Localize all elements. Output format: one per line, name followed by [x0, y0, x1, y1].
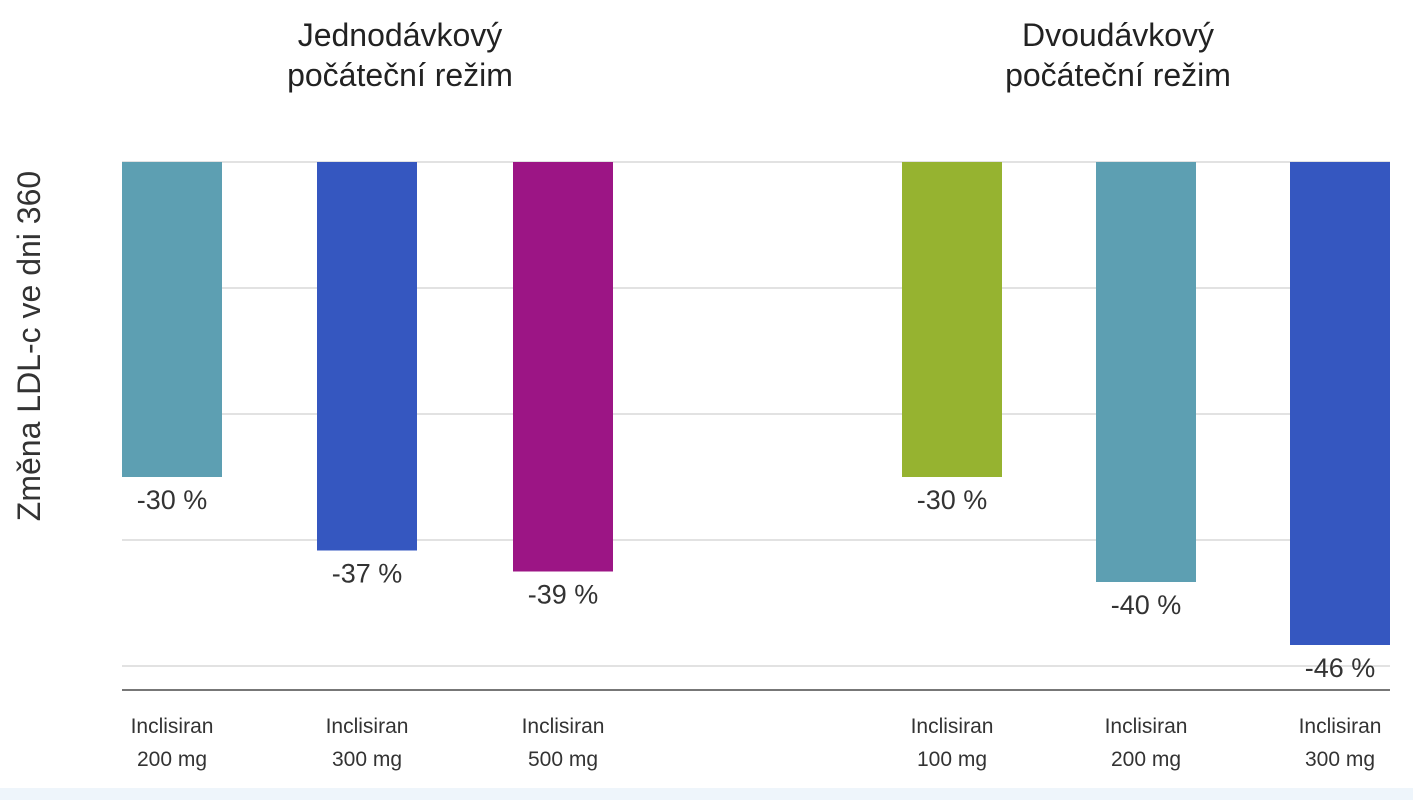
x-tick-label-line2: 500 mg — [528, 748, 598, 771]
bar — [122, 162, 222, 477]
grid-layer — [122, 161, 1390, 691]
x-tick-label-line1: Inclisiran — [522, 715, 605, 738]
bar-value-label: -30 % — [137, 485, 208, 515]
x-tick-label-line1: Inclisiran — [911, 715, 994, 738]
x-tick-label-line1: Inclisiran — [326, 715, 409, 738]
bar — [317, 162, 417, 551]
bar — [1290, 162, 1390, 645]
bar-value-label: -39 % — [528, 580, 599, 610]
y-axis-label: Změna LDL-c ve dni 360 — [11, 171, 47, 521]
x-tick-label-line2: 200 mg — [137, 748, 207, 771]
bar — [902, 162, 1002, 477]
x-tick-label-line1: Inclisiran — [131, 715, 214, 738]
bar-value-label: -46 % — [1305, 653, 1376, 683]
bar — [1096, 162, 1196, 582]
bar-value-label: -30 % — [917, 485, 988, 515]
x-tick-label-line1: Inclisiran — [1299, 715, 1382, 738]
x-tick-label-line2: 300 mg — [1305, 748, 1375, 771]
label-layer: Jednodávkový počáteční režim -30 % Inclisir… — [131, 17, 1382, 771]
footer-band — [0, 788, 1413, 800]
x-tick-label-line1: Inclisiran — [1105, 715, 1188, 738]
bar-value-label: -40 % — [1111, 590, 1182, 620]
x-tick-label-line2: 300 mg — [332, 748, 402, 771]
x-tick-label-line2: 200 mg — [1111, 748, 1181, 771]
group-title-line2: počáteční režim — [1005, 57, 1231, 93]
group-title-line2: počáteční režim — [287, 57, 513, 93]
bar — [513, 162, 613, 572]
bar-layer — [122, 162, 1390, 645]
group-title-line1: Dvoudávkový — [1022, 17, 1214, 53]
x-tick-label-line2: 100 mg — [917, 748, 987, 771]
bar-value-label: -37 % — [332, 559, 403, 589]
group-title-line1: Jednodávkový — [298, 17, 503, 53]
